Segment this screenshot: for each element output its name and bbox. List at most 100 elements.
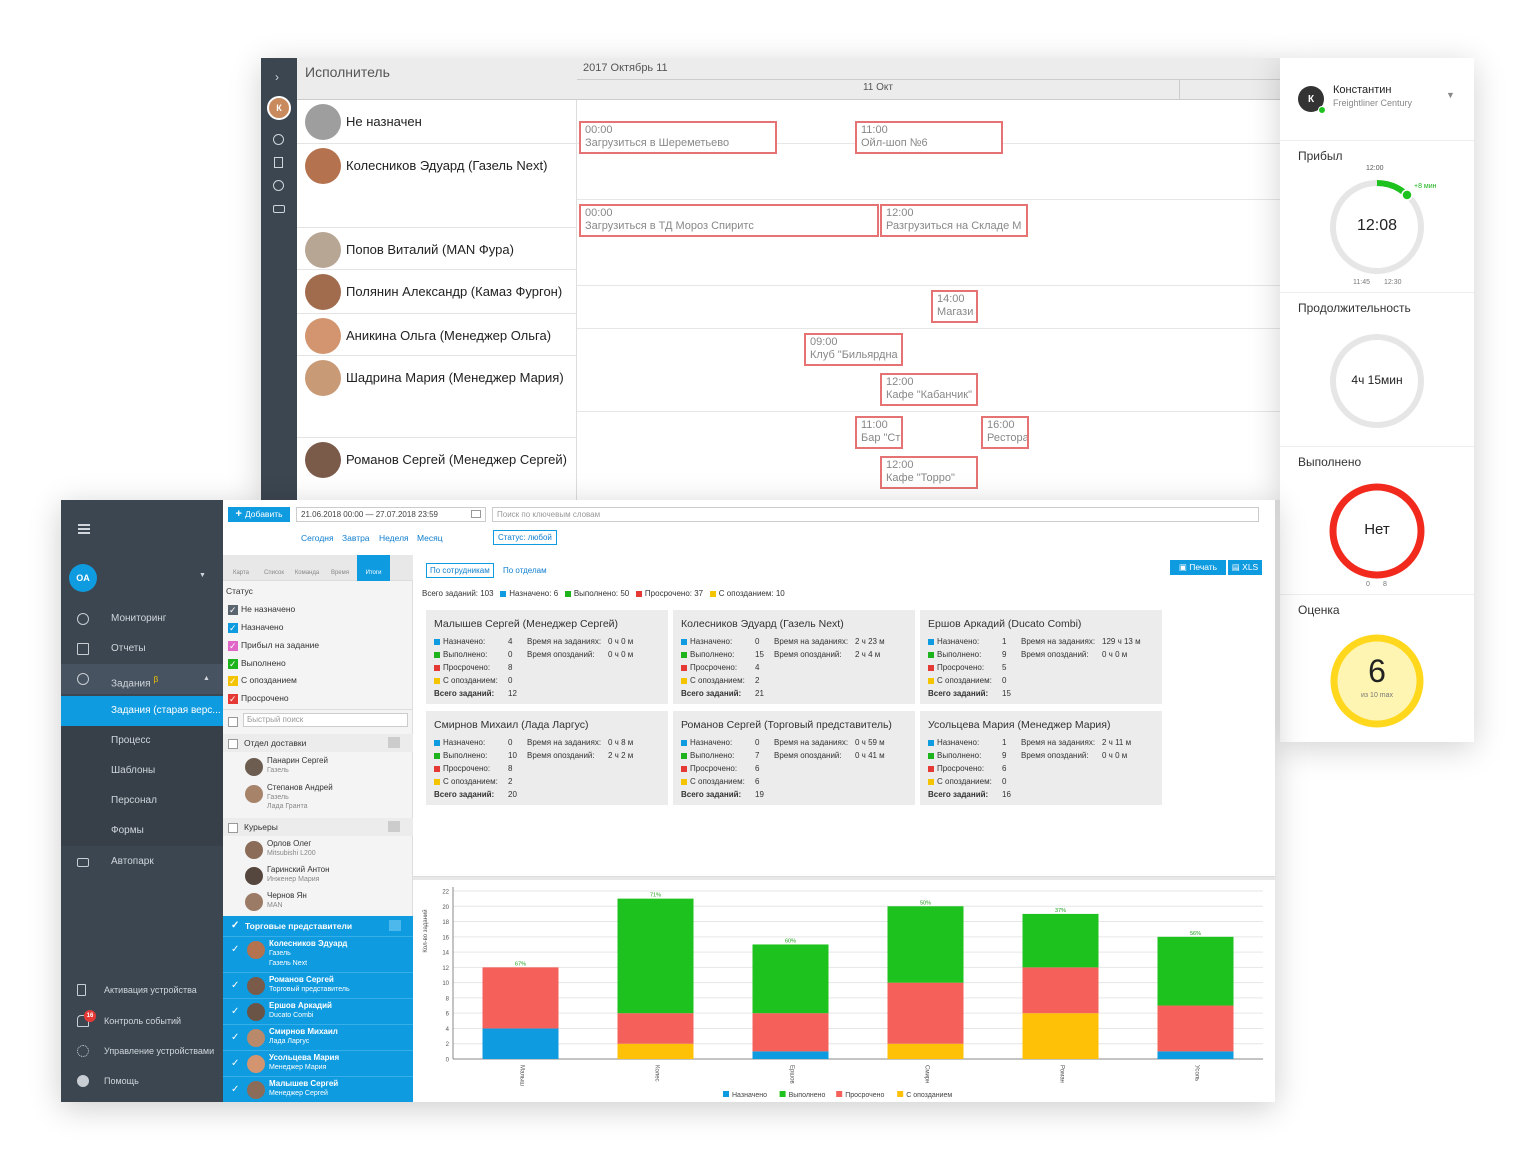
employee-card[interactable]: Ершов Аркадий (Ducato Combi) Назначено: 1 В… xyxy=(920,610,1162,704)
status-filter[interactable]: С опозданием xyxy=(228,673,297,688)
checkbox[interactable] xyxy=(228,639,238,653)
globe-icon[interactable] xyxy=(273,134,284,145)
clock-icon[interactable] xyxy=(273,180,284,191)
nav-fleet[interactable]: Автопарк xyxy=(61,847,223,877)
tab-by-departments[interactable]: По отделам xyxy=(503,566,547,575)
nav-help[interactable]: Помощь xyxy=(61,1066,223,1096)
checkbox[interactable] xyxy=(228,621,238,635)
nav-device-activation[interactable]: Активация устройства xyxy=(61,975,223,1005)
task-event[interactable]: 00:00 Загрузиться в Шереметьево xyxy=(579,121,777,154)
quick-tomorrow[interactable]: Завтра xyxy=(342,533,370,543)
clipboard-icon[interactable] xyxy=(274,157,283,168)
employee-card[interactable]: Усольцева Мария (Менеджер Мария) Назначен… xyxy=(920,711,1162,805)
employee-item-selected[interactable]: ✓ Малышев Сергей Менеджер Сергей xyxy=(223,1076,413,1102)
checkbox[interactable] xyxy=(228,692,238,706)
checkbox[interactable] xyxy=(228,822,238,833)
view-list[interactable]: Список xyxy=(264,570,284,576)
select-all-checkbox[interactable] xyxy=(228,716,238,727)
task-event[interactable]: 12:00 Кафе "Торро" xyxy=(880,456,978,489)
user-avatar[interactable]: К xyxy=(267,96,291,120)
status-filter[interactable]: Прибыл на задание xyxy=(228,638,319,653)
resource-row[interactable]: Шадрина Мария (Менеджер Мария) xyxy=(297,356,577,438)
expand-chevron-icon[interactable]: › xyxy=(275,70,279,84)
view-time[interactable]: Время xyxy=(330,570,350,576)
chevron-down-icon[interactable]: ▼ xyxy=(199,572,206,579)
nav-tasks[interactable]: Задания β ▲ xyxy=(61,664,223,694)
employee-item-selected[interactable]: ✓ Усольцева Мария Менеджер Мария xyxy=(223,1050,413,1076)
quick-today[interactable]: Сегодня xyxy=(301,533,334,543)
employee-card[interactable]: Колесников Эдуард (Газель Next) Назначено… xyxy=(673,610,915,704)
group-header[interactable]: Отдел доставки xyxy=(223,734,413,752)
view-map[interactable]: Карта xyxy=(232,570,250,576)
nav-event-control[interactable]: 16 Контроль событий xyxy=(61,1006,223,1036)
nav-reports[interactable]: Отчеты xyxy=(61,634,223,664)
nav-personnel[interactable]: Персонал xyxy=(61,786,223,816)
employee-card[interactable]: Смирнов Михаил (Лада Ларгус) Назначено: 0 В… xyxy=(426,711,668,805)
group-header-selected[interactable]: ✓ Торговые представители xyxy=(223,916,413,936)
hamburger-icon[interactable] xyxy=(78,524,90,534)
group-menu-icon[interactable] xyxy=(388,821,400,832)
checkbox[interactable] xyxy=(228,674,238,688)
view-totals[interactable]: Итоги xyxy=(357,555,390,581)
employee-card[interactable]: Малышев Сергей (Менеджер Сергей) Назначен… xyxy=(426,610,668,704)
chevron-down-icon[interactable]: ▼ xyxy=(1446,90,1455,100)
resource-row[interactable]: Полянин Александр (Камаз Фургон) xyxy=(297,270,577,314)
checkbox[interactable] xyxy=(228,657,238,671)
status-filter[interactable]: Выполнено xyxy=(228,656,286,671)
quick-month[interactable]: Месяц xyxy=(417,533,443,543)
task-event[interactable]: 12:00 Кафе "Кабанчик" xyxy=(880,373,978,406)
task-event[interactable]: 12:00 Разгрузиться на Складе М xyxy=(880,204,1028,237)
group-menu-icon[interactable] xyxy=(389,920,401,931)
resource-row[interactable]: Аникина Ольга (Менеджер Ольга) xyxy=(297,314,577,356)
employee-item-selected[interactable]: ✓ Ершов Аркадий Ducato Combi xyxy=(223,998,413,1024)
employee-item-selected[interactable]: ✓ Романов Сергей Торговый представитель xyxy=(223,972,413,998)
nav-monitoring[interactable]: Мониторинг xyxy=(61,604,223,634)
group-header[interactable]: Курьеры xyxy=(223,818,413,836)
avatar xyxy=(245,758,263,776)
done-value: Нет xyxy=(1364,521,1390,538)
bar-segment xyxy=(887,982,964,1044)
quick-week[interactable]: Неделя xyxy=(379,533,409,543)
user-avatar[interactable]: OA xyxy=(69,564,97,592)
group-menu-icon[interactable] xyxy=(388,737,400,748)
keyword-search-input[interactable]: Поиск по ключевым словам xyxy=(492,507,1259,522)
card-stat-value: 6 xyxy=(755,777,760,786)
employee-item-selected[interactable]: ✓ Смирнов Михаил Лада Ларгус xyxy=(223,1024,413,1050)
nav-tasks-old[interactable]: Задания (старая верс... xyxy=(61,696,223,726)
date-range-input[interactable]: 21.06.2018 00:00 — 27.07.2018 23:59 xyxy=(296,507,486,522)
task-event[interactable]: 16:00 Рестора xyxy=(981,416,1029,449)
employee-card[interactable]: Романов Сергей (Торговый представитель) Н… xyxy=(673,711,915,805)
status-filter[interactable]: Не назначено xyxy=(228,602,295,617)
card-total-value: 12 xyxy=(508,689,517,698)
nav-templates[interactable]: Шаблоны xyxy=(61,756,223,786)
task-event[interactable]: 00:00 Загрузиться в ТД Мороз Спиритс xyxy=(579,204,879,237)
print-button[interactable]: ▣ Печать xyxy=(1170,560,1226,575)
xls-button[interactable]: ▤ XLS xyxy=(1228,560,1262,575)
status-filter[interactable]: Назначено xyxy=(228,620,283,635)
checkbox[interactable] xyxy=(228,603,238,617)
resource-row[interactable]: Романов Сергей (Менеджер Сергей) xyxy=(297,438,577,500)
status-filter[interactable]: Просрочено xyxy=(228,691,289,706)
nav-forms[interactable]: Формы xyxy=(61,816,223,846)
nav-device-management[interactable]: Управление устройствами xyxy=(61,1036,223,1066)
task-event[interactable]: 09:00 Клуб "Бильярдна xyxy=(804,333,903,366)
resource-row[interactable]: Попов Виталий (MAN Фура) xyxy=(297,228,577,270)
splitter[interactable] xyxy=(413,876,1275,880)
checkbox[interactable] xyxy=(228,738,238,749)
resource-row[interactable]: Колесников Эдуард (Газель Next) xyxy=(297,144,577,228)
quick-search-input[interactable]: Быстрый поиск xyxy=(243,713,408,727)
nav-process[interactable]: Процесс xyxy=(61,726,223,756)
status-filter-button[interactable]: Статус: любой xyxy=(493,530,557,545)
employee-item-selected[interactable]: ✓ Колесников Эдуард Газель Газель Next xyxy=(223,936,413,972)
view-team[interactable]: Команда xyxy=(294,570,320,576)
resource-row[interactable]: Не назначен xyxy=(297,100,577,144)
add-button[interactable]: + Добавить xyxy=(228,507,290,522)
task-event[interactable]: 14:00 Магази xyxy=(931,290,978,323)
car-icon[interactable] xyxy=(273,205,285,213)
task-event[interactable]: 11:00 Ойл-шоп №6 xyxy=(855,121,1003,154)
calendar-icon[interactable] xyxy=(471,510,481,518)
card-time-on: 0 ч 0 м xyxy=(608,637,634,646)
tab-by-employees[interactable]: По сотрудникам xyxy=(426,563,494,578)
task-event[interactable]: 11:00 Бар "Ст xyxy=(855,416,903,449)
avatar xyxy=(245,893,263,911)
